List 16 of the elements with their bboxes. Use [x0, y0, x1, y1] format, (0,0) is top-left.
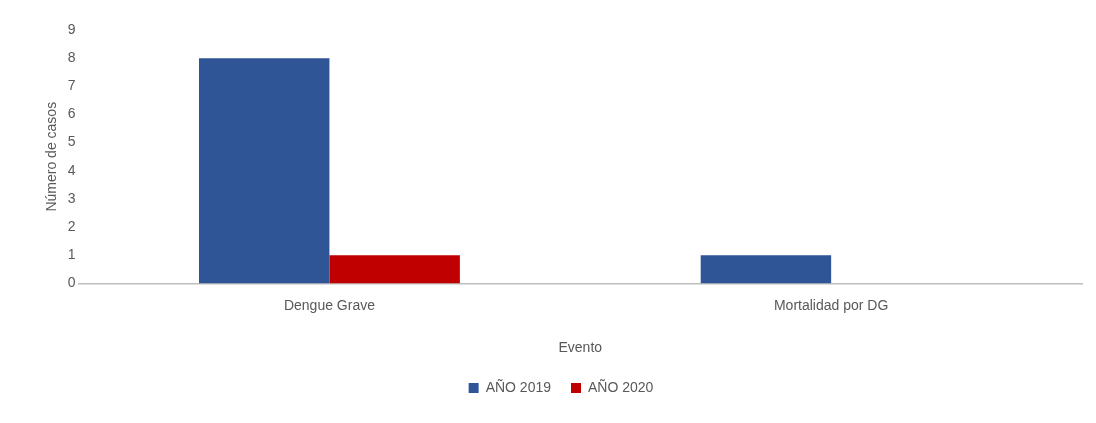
y-tick-label: 0	[67, 274, 76, 291]
y-axis-title: Número de casos	[43, 101, 60, 212]
x-tick-label: Mortalidad por DG	[773, 296, 889, 313]
y-tick-label: 5	[67, 133, 76, 150]
legend-label: AÑO 2020	[588, 378, 654, 395]
x-axis-title: Evento	[558, 339, 603, 356]
y-tick-label: 3	[67, 189, 76, 206]
y-tick-label: 4	[67, 161, 76, 178]
y-tick-label: 7	[67, 77, 76, 94]
y-tick-label: 2	[67, 217, 76, 234]
y-tick-label: 1	[67, 246, 76, 263]
y-tick-label: 8	[67, 49, 76, 66]
x-tick-label: Dengue Grave	[283, 296, 376, 313]
y-tick-label: 9	[67, 20, 76, 37]
y-tick-label: 6	[67, 105, 76, 122]
legend-label: AÑO 2019	[485, 378, 552, 395]
